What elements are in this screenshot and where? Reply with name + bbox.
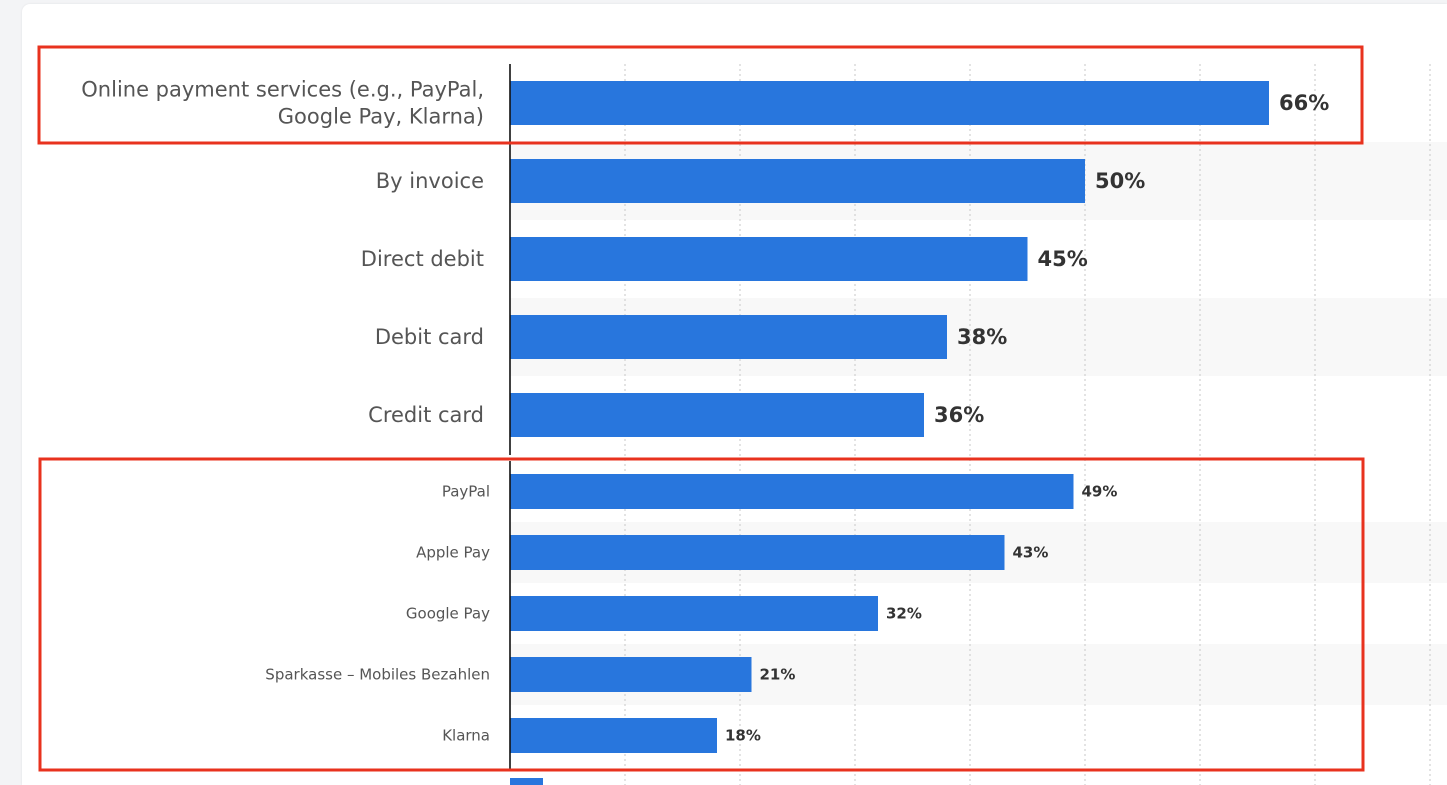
category-label: Online payment services (e.g., PayPal,	[81, 78, 484, 102]
category-label: By invoice	[376, 169, 484, 193]
category-label: Credit card	[368, 403, 484, 427]
highlight-box	[38, 457, 1365, 772]
data-label: 66%	[1279, 91, 1329, 115]
category-label: Apple Pay	[416, 544, 490, 562]
bar	[510, 778, 543, 785]
bar	[510, 596, 878, 631]
chart-card: 66% Online payment services (e.g., PayPal…	[22, 4, 1447, 785]
bar	[510, 315, 947, 359]
data-label: 38%	[957, 325, 1007, 349]
data-label: 45%	[1038, 247, 1088, 271]
data-label: 49%	[1082, 483, 1118, 501]
bar	[510, 237, 1028, 281]
category-label: Google Pay, Klarna)	[278, 105, 484, 129]
data-label: 18%	[725, 727, 761, 745]
highlight-box	[37, 45, 1364, 145]
data-label: 32%	[886, 605, 922, 623]
bar	[510, 159, 1085, 203]
data-label: 43%	[1013, 544, 1049, 562]
data-label: 36%	[934, 403, 984, 427]
bar	[510, 718, 717, 753]
category-label: Klarna	[442, 727, 490, 745]
bar	[510, 535, 1005, 570]
bar	[510, 474, 1074, 509]
data-label: 21%	[760, 666, 796, 684]
category-label: Direct debit	[361, 247, 484, 271]
bar	[510, 393, 924, 437]
data-label: 50%	[1095, 169, 1145, 193]
bar	[510, 657, 752, 692]
bar-chart: 66% Online payment services (e.g., PayPal…	[37, 45, 1447, 785]
category-label: Google Pay	[406, 605, 490, 623]
category-label: Debit card	[375, 325, 484, 349]
bar	[510, 81, 1269, 125]
category-label: PayPal	[442, 483, 490, 501]
category-label: Sparkasse – Mobiles Bezahlen	[265, 666, 490, 684]
